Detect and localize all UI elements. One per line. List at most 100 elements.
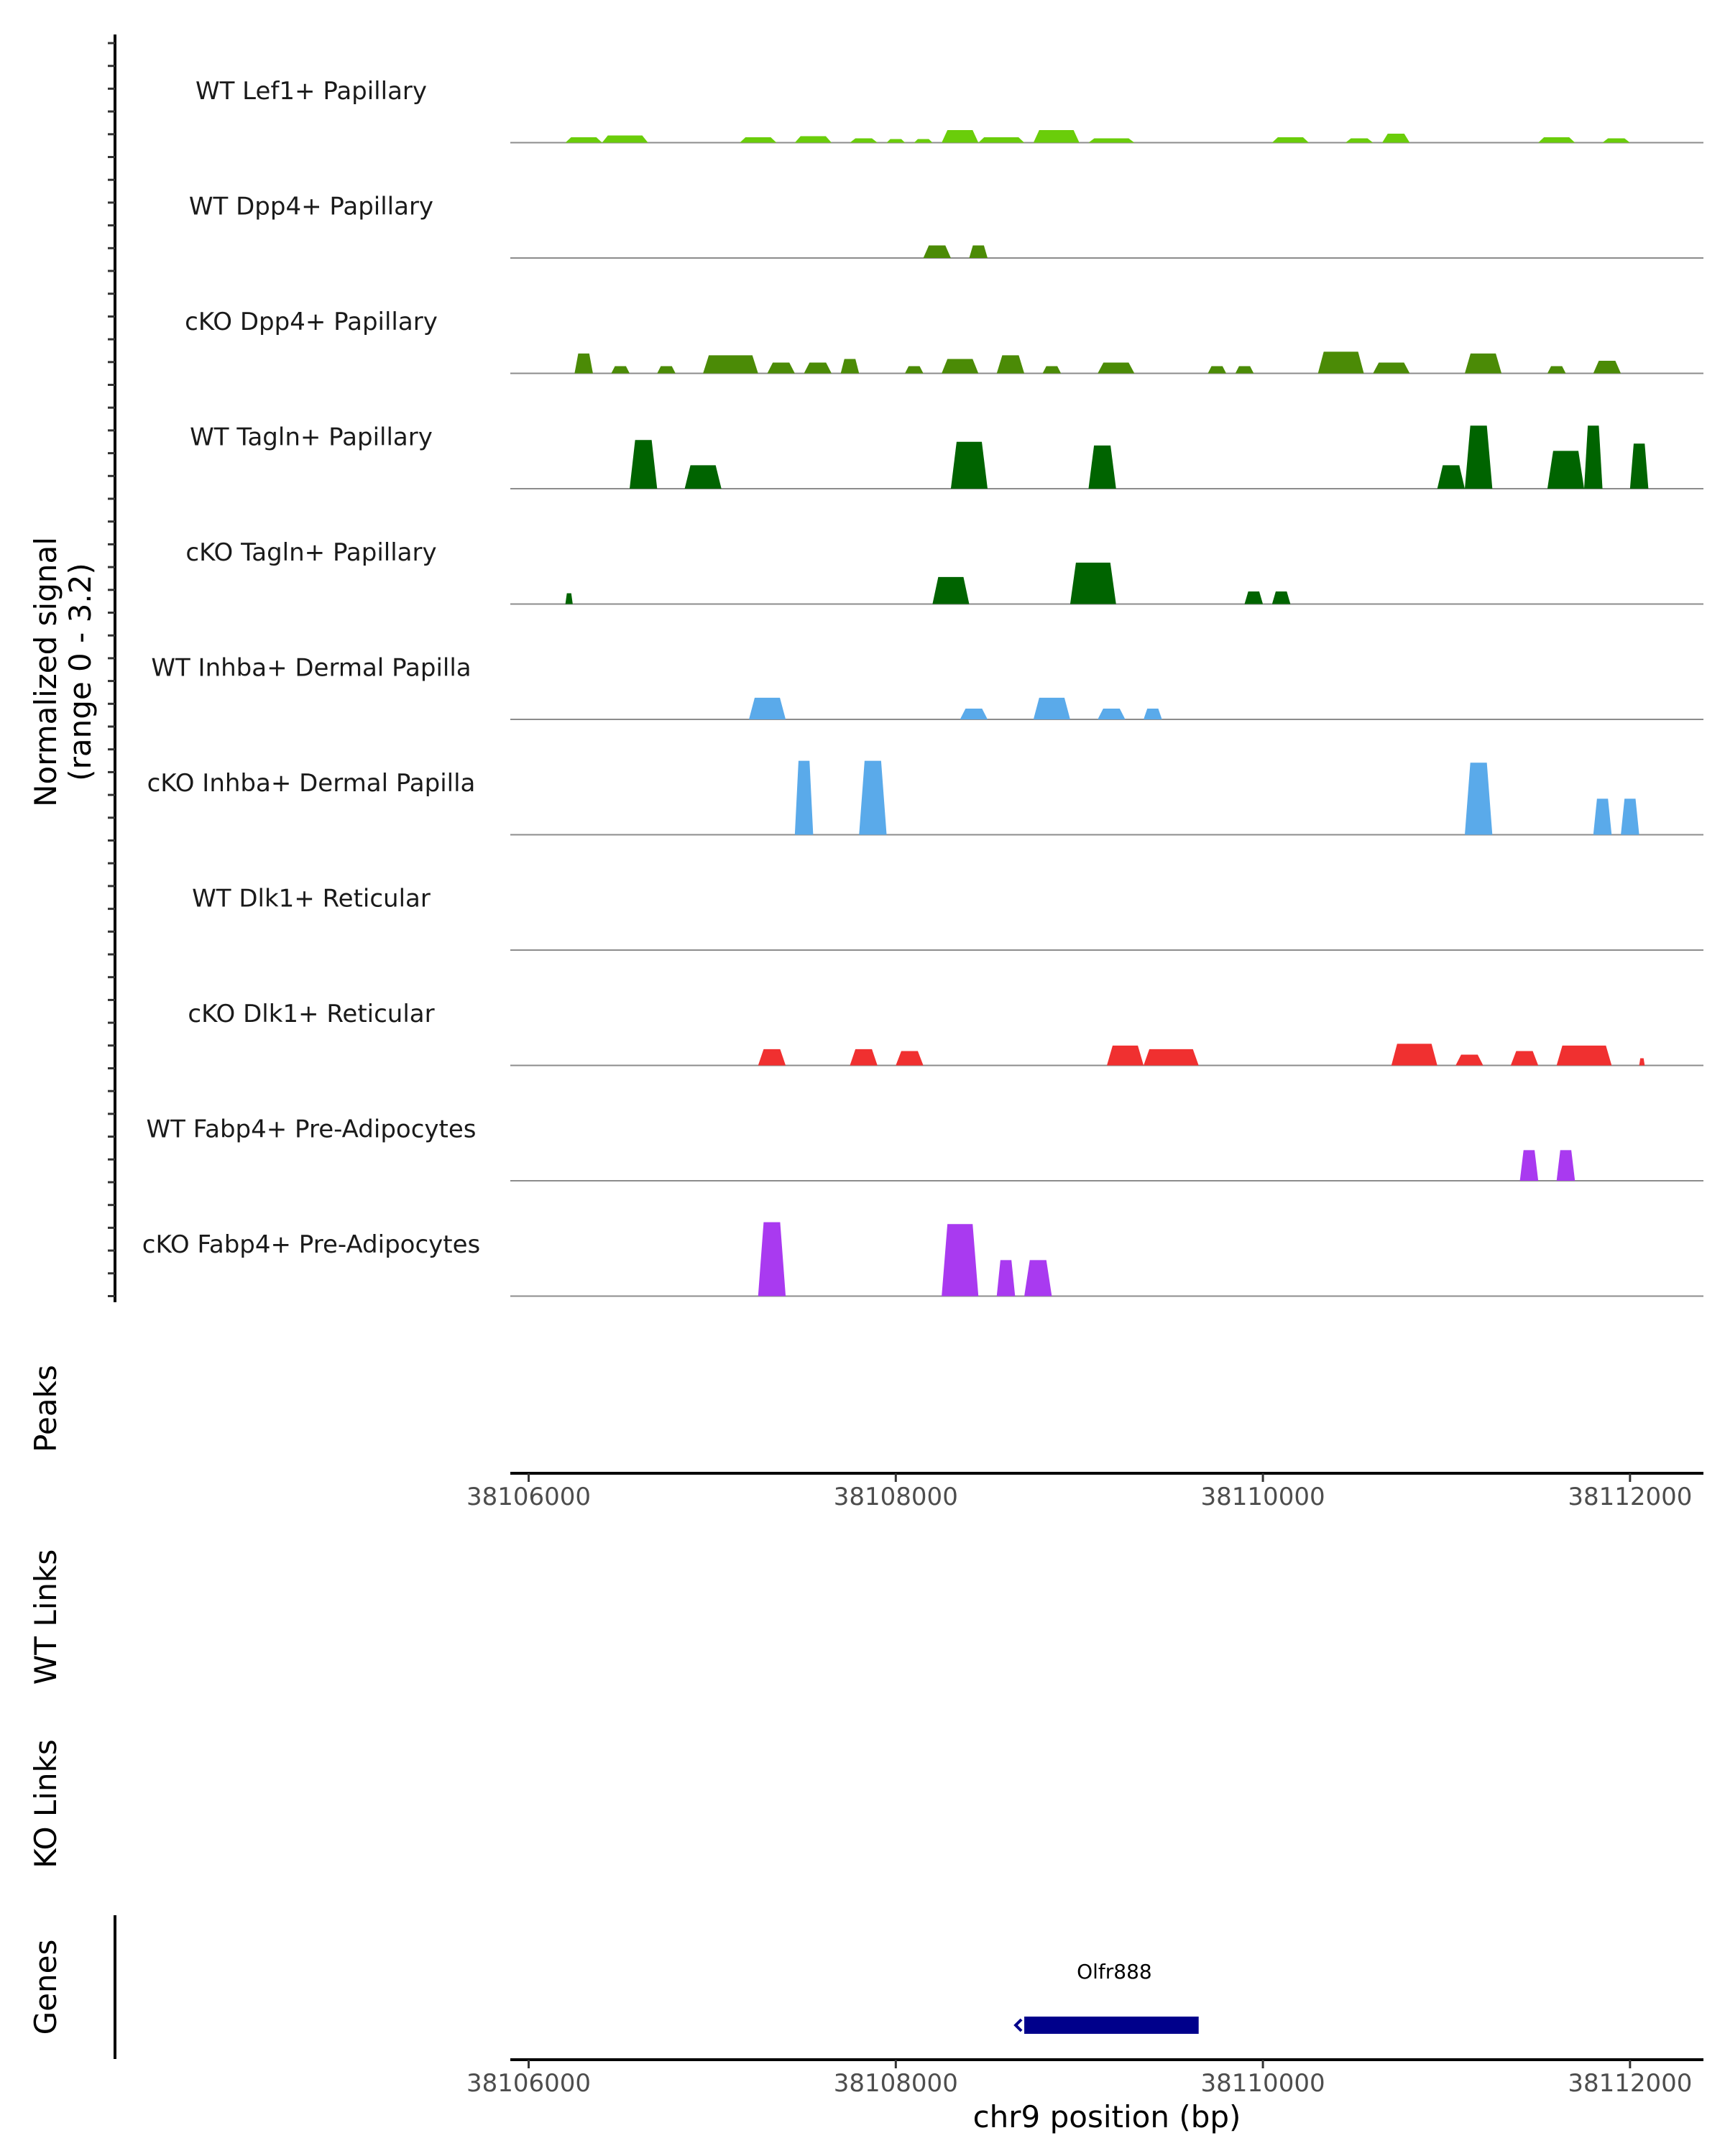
track-label: cKO Dpp4+ Papillary (185, 308, 438, 336)
coverage-peak (942, 359, 979, 374)
track-label: WT Fabp4+ Pre-Adipocytes (147, 1115, 477, 1144)
coverage-peak (565, 593, 573, 604)
coverage-peak (1271, 137, 1309, 143)
coverage-peak (942, 1224, 979, 1296)
coverage-peak (1107, 1045, 1144, 1066)
genes-panel-label: Genes (28, 1940, 63, 2035)
coverage-peak (749, 697, 786, 719)
coverage-peak (1042, 366, 1062, 374)
track-label: WT Dpp4+ Papillary (189, 193, 433, 221)
peaks-x-tick-label: 38112000 (1568, 1483, 1692, 1511)
coverage-peak (1465, 353, 1502, 374)
peaks-x-axis: 38106000 38108000 38110000 38112000 (466, 1472, 1703, 1511)
coverage-peak (932, 576, 970, 604)
coverage-peak (896, 1051, 924, 1066)
coverage-peak (1024, 1260, 1052, 1296)
coverage-peak (859, 760, 887, 835)
coverage-peak (1593, 360, 1622, 374)
coverage-peak (767, 362, 795, 374)
coverage-peak (996, 1260, 1016, 1296)
coverage-peak (1070, 562, 1116, 604)
coverage-peak (794, 136, 832, 143)
coverage-peak (1538, 137, 1576, 143)
coverage-peak (1621, 798, 1639, 835)
coverage-peak (1144, 1049, 1199, 1066)
coverage-peak (1437, 465, 1465, 489)
track-8: WT Dlk1+ Reticular (192, 885, 1703, 951)
coverage-peak (740, 137, 777, 143)
coverage-peak (978, 137, 1025, 143)
coverage-peak (630, 440, 658, 489)
y-axis-title-line2: (range 0 - 3.2) (63, 563, 98, 781)
peaks-x-tick-label: 38108000 (834, 1483, 958, 1511)
coverage-peak (886, 139, 906, 143)
coverage-peak (1556, 1045, 1612, 1066)
coverage-peak (1144, 708, 1162, 719)
track-1: WT Lef1+ Papillary (196, 77, 1703, 144)
genes-x-axis: 38106000 38108000 38110000 38112000 (466, 2058, 1703, 2098)
track-label: WT Tagln+ Papillary (190, 423, 433, 452)
track-label: cKO Fabp4+ Pre-Adipocytes (142, 1230, 481, 1259)
coverage-peak (1098, 362, 1135, 374)
coverage-peak (850, 138, 878, 143)
coverage-peak (758, 1049, 786, 1066)
coverage-peak (565, 137, 602, 143)
peaks-x-tick-label: 38106000 (466, 1483, 591, 1511)
x-axis-title: chr9 position (bp) (973, 2099, 1241, 2134)
genes-x-tick-label: 38108000 (834, 2069, 958, 2098)
track-4: WT Tagln+ Papillary (190, 423, 1703, 489)
coverage-peak (1033, 129, 1080, 143)
track-label: cKO Dlk1+ Reticular (188, 1000, 434, 1028)
track-7: cKO Inhba+ Dermal Papilla (147, 760, 1703, 836)
coverage-peak (1510, 1051, 1539, 1066)
coverage-peak (1033, 697, 1070, 719)
coverage-peak (1455, 1054, 1484, 1066)
coverage-peak (1346, 138, 1374, 143)
coverage-peak (1373, 362, 1410, 374)
track-2: WT Dpp4+ Papillary (189, 193, 1703, 259)
genes-x-tick-label: 38110000 (1201, 2069, 1325, 2098)
genes-x-tick-label: 38112000 (1568, 2069, 1692, 2098)
genes-x-tick-label: 38106000 (466, 2069, 591, 2098)
track-label: WT Inhba+ Dermal Papilla (151, 654, 471, 683)
coverage-peak (758, 1222, 786, 1296)
y-axis-title-line1: Normalized signal (28, 537, 63, 807)
coverage-peak (1639, 1058, 1645, 1066)
peaks-panel-label: Peaks (28, 1365, 63, 1452)
track-label: WT Dlk1+ Reticular (192, 885, 431, 913)
coverage-peak (602, 135, 648, 143)
coverage-peak (1584, 425, 1603, 489)
track-9: cKO Dlk1+ Reticular (188, 1000, 1703, 1067)
coverage-peak (942, 129, 979, 143)
coverage-peak (703, 355, 758, 374)
coverage-peak (996, 355, 1025, 374)
coverage-peak (1098, 708, 1126, 719)
gene-label-olfr888: Olfr888 (1077, 1960, 1152, 1984)
coverage-peak (1382, 133, 1410, 143)
coverage-peak (923, 245, 951, 258)
track-6: WT Inhba+ Dermal Papilla (151, 654, 1703, 720)
coverage-peak (1602, 138, 1630, 143)
track-label: cKO Inhba+ Dermal Papilla (147, 769, 476, 798)
coverage-tracks: WT Lef1+ Papillary WT Dpp4+ Papillary cKO … (142, 77, 1703, 1297)
coverage-peak (1547, 366, 1566, 374)
coverage-y-axis-ticks (108, 42, 115, 1297)
track-3: cKO Dpp4+ Papillary (185, 308, 1703, 374)
coverage-peak (1271, 591, 1291, 604)
peaks-x-tick-label: 38110000 (1201, 1483, 1325, 1511)
coverage-peak (1088, 138, 1135, 143)
coverage-peak (950, 441, 988, 489)
coverage-peak (1317, 351, 1364, 374)
track-5: cKO Tagln+ Papillary (185, 538, 1703, 605)
track-label: WT Lef1+ Papillary (196, 77, 427, 106)
coverage-peak (794, 760, 814, 835)
coverage-peak (1244, 591, 1264, 604)
wt-links-panel-label: WT Links (28, 1549, 63, 1685)
gene-strand-arrow (1013, 2018, 1023, 2032)
coverage-peak (1235, 366, 1254, 374)
coverage-peak (914, 139, 933, 143)
coverage-peak (684, 465, 722, 489)
coverage-peak (611, 366, 630, 374)
coverage-peak (905, 366, 924, 374)
